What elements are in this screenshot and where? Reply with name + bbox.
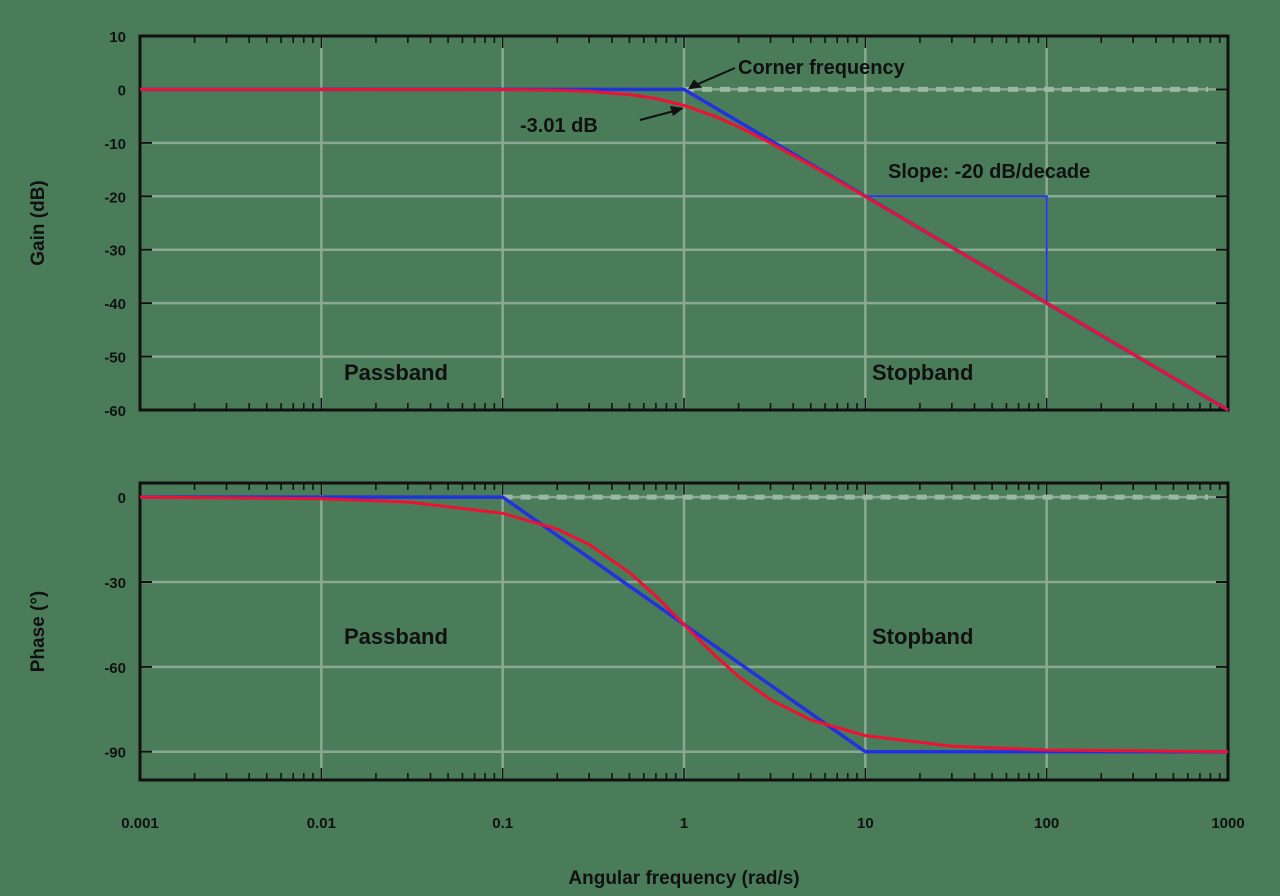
magnitude-ytick-label: -10 [104, 136, 126, 153]
phase-y-axis-label: Phase (°) [28, 591, 49, 673]
phase-ytick-label: 0 [118, 490, 126, 507]
x-axis-label: Angular frequency (rad/s) [568, 868, 799, 889]
magnitude-ytick-label: -20 [104, 189, 126, 206]
xtick-label: 0.001 [121, 815, 159, 832]
magnitude-y-axis-label: Gain (dB) [28, 180, 49, 266]
db-arrow-head [670, 106, 684, 116]
magnitude-ytick-label: -60 [104, 403, 126, 420]
magnitude-ytick-label: 0 [118, 82, 126, 99]
xtick-label: 0.1 [492, 815, 513, 832]
corner-frequency-label: Corner frequency [738, 57, 906, 79]
magnitude-ytick-label: -50 [104, 350, 126, 367]
slope-triangle [865, 195, 1048, 304]
phase-frame [138, 481, 1230, 782]
db-arrow-line [639, 109, 679, 121]
corner-arrow-head [688, 79, 702, 90]
shared-labels: 0.001 0.01 0.1 1 10 100 1000 Angular frequency … [121, 815, 1244, 889]
phase-stopband-label: Stopband [872, 624, 973, 649]
magnitude-passband-label: Passband [344, 360, 448, 385]
phase-ytick-label: -90 [104, 745, 126, 762]
magnitude-frame [138, 34, 1230, 412]
xtick-label: 0.01 [307, 815, 336, 832]
slope-label: Slope: -20 dB/decade [888, 161, 1090, 183]
magnitude-ytick-label: -40 [104, 296, 126, 313]
phase-panel: 0 -30 -60 -90 Passband Stopband Phase (°) [28, 481, 1230, 782]
magnitude-series-exact-line [140, 87, 1229, 412]
magnitude-ytick-label: -30 [104, 243, 126, 260]
phase-ytick-label: -30 [104, 575, 126, 592]
magnitude-panel: 10 0 -10 -20 -30 -40 -50 -60 Corner frequency -3.… [28, 29, 1230, 420]
xtick-label: 10 [857, 815, 874, 832]
magnitude-stopband-label: Stopband [872, 360, 973, 385]
xtick-label: 1000 [1211, 815, 1244, 832]
phase-series-exact-line [139, 495, 1229, 754]
magnitude-ytick-label: 10 [109, 29, 126, 46]
minus-3db-label: -3.01 dB [520, 115, 598, 137]
xtick-label: 100 [1034, 815, 1059, 832]
phase-passband-label: Passband [344, 624, 448, 649]
phase-ytick-label: -60 [104, 660, 126, 677]
xtick-label: 1 [680, 815, 688, 832]
